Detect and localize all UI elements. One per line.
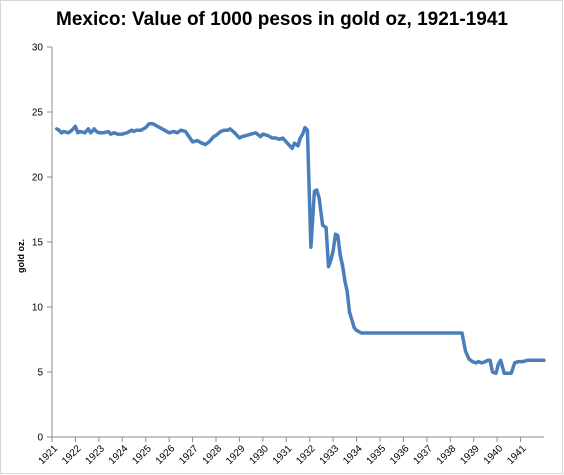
x-tick-label: 1939 <box>458 443 482 467</box>
chart-title: Mexico: Value of 1000 pesos in gold oz, … <box>56 9 508 30</box>
y-tick-label: 20 <box>32 173 44 184</box>
y-tick-label: 0 <box>37 433 43 444</box>
series-line <box>54 121 546 376</box>
y-tick-label: 5 <box>37 368 43 379</box>
x-tick-label: 1926 <box>154 443 178 467</box>
x-tick-label: 1922 <box>60 443 84 467</box>
x-tick-label: 1935 <box>365 443 389 467</box>
x-tick-label: 1934 <box>341 443 365 467</box>
x-tick-label: 1932 <box>294 443 318 467</box>
y-tick-label: 15 <box>32 238 44 249</box>
series-group <box>54 121 546 376</box>
x-tick-label: 1928 <box>201 443 225 467</box>
x-tick-label: 1923 <box>83 443 107 467</box>
x-tick-label: 1936 <box>388 443 412 467</box>
x-tick-label: 1924 <box>107 443 131 467</box>
y-axis-label: gold oz. <box>16 239 26 273</box>
x-tick-label: 1925 <box>130 443 154 467</box>
x-tick-label: 1929 <box>224 443 248 467</box>
y-axis-ticks: 0 5 10 15 20 25 30 <box>32 43 52 444</box>
x-tick-label: 1941 <box>505 443 529 467</box>
x-tick-label: 1938 <box>435 443 459 467</box>
y-tick-label: 30 <box>32 43 44 54</box>
x-tick-label: 1921 <box>37 443 61 467</box>
x-tick-label: 1933 <box>318 443 342 467</box>
x-axis-ticks: 1921 1922 1923 1924 1925 1926 1927 1928 1929 1930… <box>37 437 529 467</box>
y-tick-label: 10 <box>32 303 44 314</box>
x-tick-label: 1930 <box>247 443 271 467</box>
x-tick-label: 1940 <box>482 443 506 467</box>
x-tick-label: 1927 <box>177 443 201 467</box>
x-tick-label: 1931 <box>271 443 295 467</box>
y-tick-label: 25 <box>32 108 44 119</box>
axes <box>51 47 544 438</box>
x-tick-label: 1937 <box>411 443 435 467</box>
